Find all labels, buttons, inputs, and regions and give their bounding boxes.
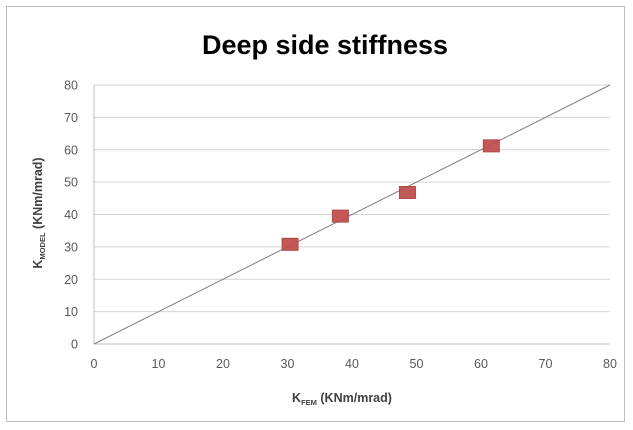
gridlines [94,84,610,313]
y-tick-50: 50 [64,176,78,190]
y-tick-20: 20 [64,273,78,287]
y-tick-70: 70 [64,111,78,125]
x-axis-label: KFEM (KNm/mrad) [292,391,392,407]
x-tick-30: 30 [281,357,295,371]
y-tick-labels: 0 10 20 30 40 50 60 70 80 [64,79,78,352]
x-tick-70: 70 [539,357,553,371]
data-points [281,139,500,251]
axes [93,85,610,345]
x-tick-20: 20 [216,357,230,371]
data-point-1 [281,237,299,251]
y-tick-0: 0 [71,338,78,352]
y-tick-40: 40 [64,208,78,222]
y-axis-label: KMODEL (KNm/mrad) [31,157,47,268]
data-point-4 [482,139,500,153]
data-point-2 [331,209,349,223]
x-tick-60: 60 [474,357,488,371]
x-tick-50: 50 [410,357,424,371]
x-tick-40: 40 [345,357,359,371]
x-tick-labels: 0 10 20 30 40 50 60 70 80 [91,357,617,371]
x-tick-80: 80 [603,357,617,371]
reference-line [93,84,611,345]
data-point-3 [398,185,416,199]
y-tick-10: 10 [64,305,78,319]
y-tick-60: 60 [64,143,78,157]
y-tick-80: 80 [64,79,78,93]
x-tick-10: 10 [152,357,166,371]
chart-title: Deep side stiffness [202,30,448,60]
x-tick-0: 0 [91,357,98,371]
reference-line-group [93,84,611,345]
y-tick-30: 30 [64,240,78,254]
